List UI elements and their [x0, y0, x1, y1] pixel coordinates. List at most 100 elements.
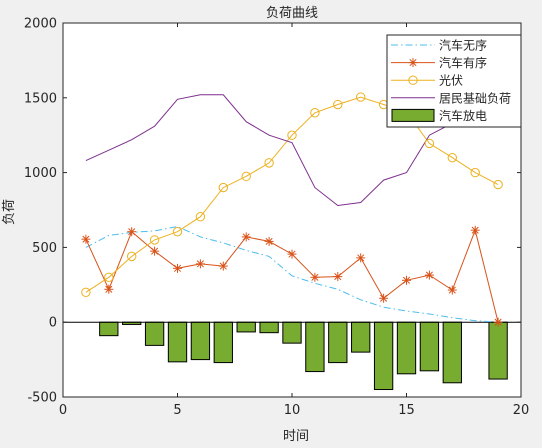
series-point-2-9	[264, 158, 274, 168]
y-axis-label: 负荷	[2, 199, 17, 225]
x-tick-label: 5	[173, 403, 181, 418]
series-point-2-4	[149, 235, 160, 245]
bar-4-19	[488, 321, 508, 380]
legend-swatch-4	[391, 108, 435, 122]
asterisk-stroke	[82, 235, 90, 243]
series-point-1-2	[104, 284, 114, 294]
chart-title: 负荷曲线	[266, 6, 318, 21]
legend-label-1: 汽车有序	[439, 55, 487, 70]
bar-4-7	[213, 321, 233, 364]
legend-label-0: 汽车无序	[439, 38, 487, 53]
series-point-1-1	[81, 234, 91, 244]
asterisk-stroke	[334, 273, 342, 281]
asterisk-stroke	[219, 262, 227, 270]
series-point-1-9	[264, 236, 274, 246]
asterisk-stroke	[448, 286, 456, 294]
bar-4-17	[442, 321, 462, 384]
series-point-2-3	[127, 251, 137, 262]
asterisk-stroke	[265, 237, 273, 245]
bar-4-16	[419, 321, 440, 372]
series-point-2-6	[195, 212, 206, 222]
series-point-2-18	[470, 167, 480, 178]
bar-4-12	[328, 321, 348, 364]
asterisk-stroke	[128, 228, 136, 236]
asterisk-stroke	[425, 271, 433, 279]
asterisk-stroke	[173, 264, 182, 272]
bar-4-11	[305, 321, 325, 373]
series-point-1-19	[493, 317, 503, 327]
legend-label-2: 光伏	[439, 74, 463, 88]
legend-label-3: 居民基础负荷	[439, 91, 511, 105]
asterisk-stroke	[402, 276, 411, 284]
bar-4-8	[236, 321, 256, 333]
x-tick-label: 0	[59, 403, 67, 418]
asterisk-stroke	[409, 59, 417, 67]
series-point-1-12	[333, 272, 343, 282]
asterisk-stroke	[494, 318, 502, 326]
series-point-1-14	[379, 293, 389, 303]
series-point-1-17	[447, 285, 457, 295]
asterisk-stroke	[196, 260, 204, 268]
asterisk-stroke	[380, 294, 388, 302]
series-line-2	[85, 96, 499, 293]
bar-4-14	[373, 321, 394, 391]
bar-4-4	[144, 321, 165, 346]
series-point-1-8	[241, 232, 251, 242]
series-point-2-11	[310, 108, 320, 118]
x-tick-label: 20	[513, 403, 530, 418]
series-point-2-5	[172, 226, 183, 237]
series-point-2-17	[447, 152, 457, 163]
asterisk-stroke	[288, 250, 296, 258]
series-point-2-7	[218, 182, 229, 193]
y-tick-label: 0	[49, 316, 57, 331]
legend-marker-2	[408, 75, 418, 85]
series-line-0	[85, 225, 499, 323]
series-point-1-3	[127, 227, 137, 237]
y-tick-label: 2000	[24, 17, 57, 32]
x-axis-label: 时间	[283, 429, 309, 444]
series-point-1-15	[402, 275, 411, 285]
asterisk-stroke	[357, 254, 365, 262]
bar-4-2	[99, 321, 119, 337]
bar-4-10	[282, 321, 302, 344]
series-point-2-8	[241, 171, 251, 182]
asterisk-stroke	[471, 226, 479, 234]
series-point-2-19	[493, 179, 503, 190]
series-point-2-16	[424, 138, 435, 149]
series-point-2-10	[287, 130, 297, 140]
series-point-1-11	[310, 272, 320, 282]
series-point-2-13	[356, 92, 366, 102]
x-tick-label: 10	[284, 403, 301, 418]
series-point-2-12	[333, 99, 343, 110]
asterisk-stroke	[151, 247, 159, 255]
legend-marker-1	[408, 58, 418, 68]
bars-layer	[63, 321, 521, 391]
series-point-1-18	[470, 225, 480, 235]
series-point-2-1	[81, 287, 91, 297]
series-point-1-10	[287, 249, 297, 259]
series-point-1-7	[218, 261, 228, 271]
series-line-3	[85, 94, 453, 207]
bar-4-5	[167, 321, 188, 363]
series-point-1-13	[356, 253, 366, 263]
y-tick-label: -500	[27, 391, 57, 406]
y-tick-label: 500	[32, 241, 57, 256]
series-point-2-2	[104, 272, 114, 283]
series-point-1-5	[173, 263, 182, 273]
bar-4-15	[396, 321, 417, 375]
series-point-1-16	[424, 270, 434, 280]
series-point-1-4	[150, 246, 160, 256]
asterisk-stroke	[242, 233, 250, 241]
y-tick-label: 1500	[24, 91, 57, 106]
asterisk-stroke	[105, 285, 113, 293]
legend-label-4: 汽车放电	[439, 108, 487, 123]
bar-4-9	[259, 321, 279, 334]
x-tick-label: 15	[398, 403, 415, 418]
y-tick-label: 1000	[24, 166, 57, 181]
series-point-1-6	[195, 259, 205, 269]
bar-4-13	[351, 321, 371, 353]
